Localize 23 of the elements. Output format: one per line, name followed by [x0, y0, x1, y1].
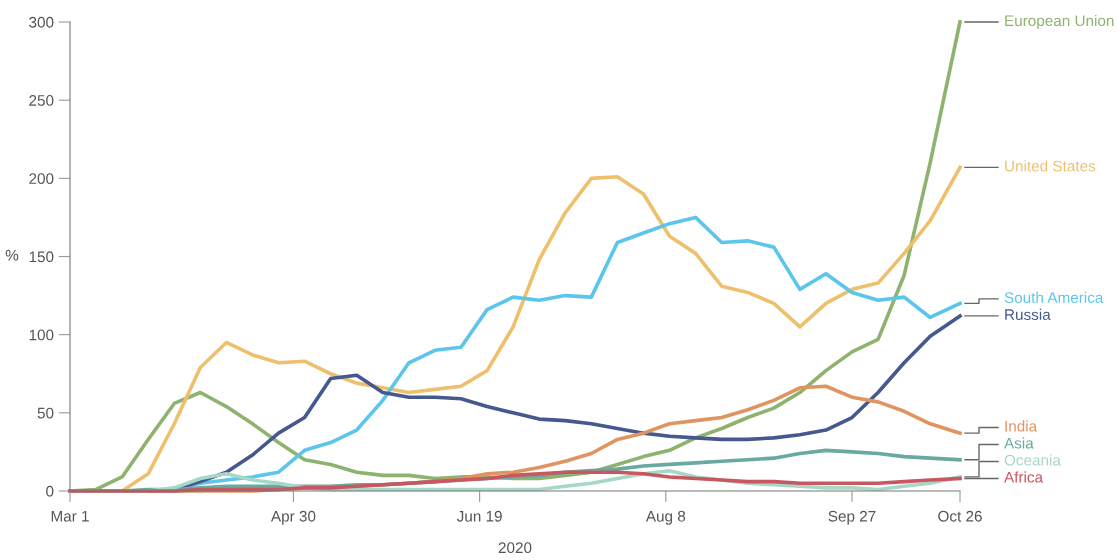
- y-tick-label: 250: [29, 95, 54, 106]
- text: Asia: [1004, 437, 1034, 449]
- x-tick-label: Mar 1: [51, 511, 89, 522]
- text: European Union: [1005, 14, 1114, 30]
- y-tick-label: 150: [29, 251, 54, 263]
- text: India: [1005, 420, 1038, 432]
- text: Russia: [1005, 308, 1051, 321]
- x-tick-label: Oct 26: [938, 510, 982, 522]
- x-tick-label: Jun 19: [456, 510, 502, 522]
- y-tick-label: 300: [29, 16, 54, 28]
- text: Africa: [1004, 471, 1044, 483]
- x-tick-label: Sep 27: [828, 510, 876, 525]
- x-tick-label: Aug 8: [645, 510, 686, 525]
- y-tick-label: 200: [29, 173, 54, 185]
- y-tick-label: 0: [46, 485, 54, 497]
- y-tick-label: 50: [37, 407, 54, 419]
- text: South America: [1004, 291, 1104, 304]
- text: United States: [1005, 160, 1096, 172]
- x-axis-title: 2020: [498, 542, 532, 554]
- text: Oceania: [1004, 454, 1061, 466]
- y-axis-title: %: [5, 249, 19, 261]
- y-tick-label: 100: [29, 329, 54, 341]
- x-tick-label: Apr 30: [270, 510, 316, 525]
